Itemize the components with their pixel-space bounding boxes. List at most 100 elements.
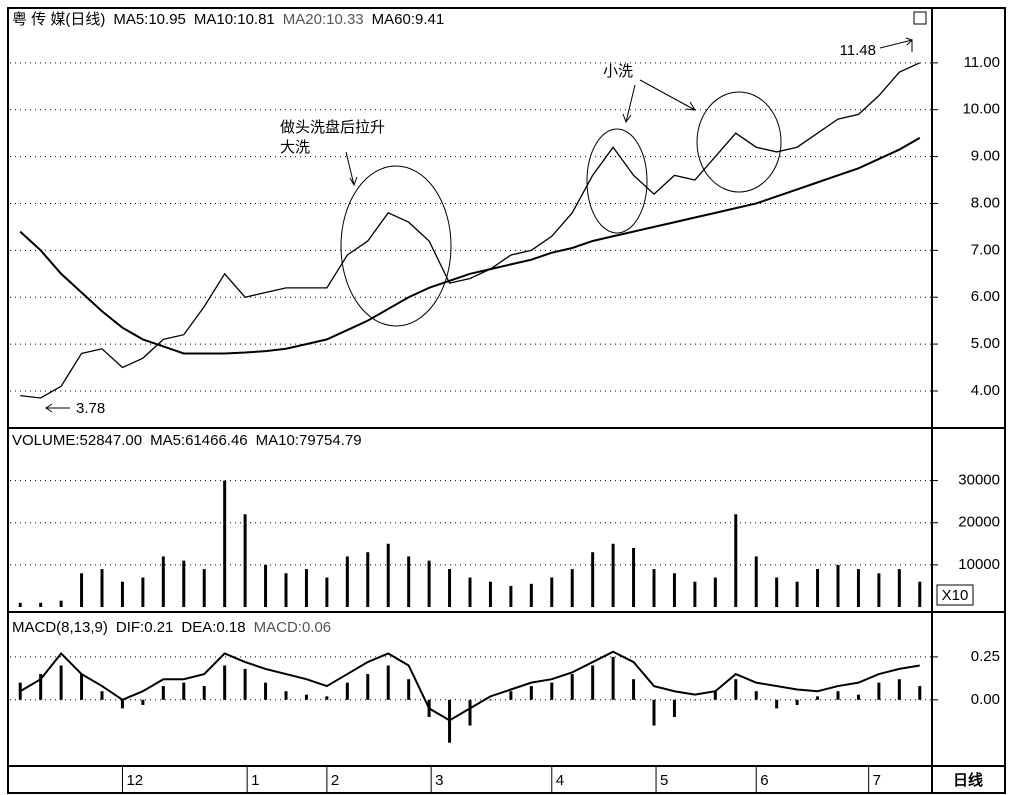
bar: [509, 691, 513, 700]
bar: [18, 682, 22, 700]
bar: [304, 694, 308, 700]
bar: [918, 581, 922, 607]
bar: [754, 556, 758, 607]
y-tick-label: 10000: [958, 556, 1000, 573]
y-tick-label: 7.00: [971, 241, 1000, 258]
bar: [141, 699, 145, 705]
annotation: 3.78: [76, 400, 105, 417]
bar: [325, 696, 329, 700]
y-tick-label: 20000: [958, 514, 1000, 531]
bar: [284, 691, 288, 700]
bar: [734, 679, 738, 700]
annotation: 大洗: [280, 139, 310, 156]
series-line: [20, 62, 921, 399]
bar: [468, 577, 472, 607]
bar: [836, 564, 840, 607]
bar: [243, 668, 247, 700]
title-part: DIF:0.21: [116, 619, 174, 636]
bar: [877, 573, 881, 607]
bar: [856, 569, 860, 607]
bar: [652, 699, 656, 726]
annotation: 11.48: [840, 42, 876, 59]
x-tick-label: 1: [251, 772, 259, 789]
bar: [611, 543, 615, 607]
bar: [632, 679, 636, 700]
bar: [632, 548, 636, 607]
bar: [202, 686, 206, 700]
title-part: MA5:61466.46: [150, 432, 248, 449]
annotation: 小洗: [603, 63, 633, 80]
bar: [161, 556, 165, 607]
bar: [59, 600, 63, 607]
x-tick-label: 12: [126, 772, 143, 789]
title-part: MA60:9.41: [372, 11, 445, 28]
period-label: 日线: [953, 771, 983, 789]
bar: [836, 691, 840, 700]
title-part: MA10:10.81: [194, 11, 275, 28]
bar: [488, 581, 492, 607]
bar: [182, 682, 186, 700]
bar: [366, 674, 370, 700]
bar: [39, 674, 43, 700]
bar: [120, 581, 124, 607]
bar: [264, 564, 268, 607]
bar: [816, 569, 820, 607]
bar: [345, 682, 349, 700]
panel-title: VOLUME:52847.00 MA5:61466.46 MA10:79754.79: [12, 432, 362, 449]
arrow: [45, 403, 70, 413]
bar: [120, 699, 124, 709]
bar: [775, 699, 779, 709]
bar: [509, 585, 513, 607]
annotation: 做头洗盘后拉升: [280, 118, 385, 136]
bar: [264, 682, 268, 700]
bar: [427, 560, 431, 607]
bar: [80, 573, 84, 607]
panel-title: MACD(8,13,9) DIF:0.21 DEA:0.18 MACD:0.06: [12, 619, 331, 636]
bar: [570, 569, 574, 607]
bar: [713, 691, 717, 700]
arrow: [345, 151, 358, 187]
bar: [529, 583, 533, 607]
bar: [795, 581, 799, 607]
unit-box: [936, 584, 974, 606]
bar: [182, 560, 186, 607]
highlight-ellipse: [586, 128, 648, 234]
y-tick-label: 6.00: [971, 288, 1000, 305]
x-tick-label: 5: [660, 772, 668, 789]
window-button[interactable]: [913, 11, 927, 25]
unit-label: X10: [942, 587, 969, 604]
title-part: MA20:10.33: [283, 11, 364, 28]
y-tick-label: 4.00: [971, 382, 1000, 399]
bar: [386, 665, 390, 700]
bar: [488, 699, 492, 701]
bar: [100, 569, 104, 607]
bar: [529, 686, 533, 700]
y-tick-label: 0.25: [971, 648, 1000, 665]
bar: [18, 602, 22, 607]
bar: [407, 679, 411, 700]
bar: [550, 577, 554, 607]
bar: [80, 674, 84, 700]
bar: [672, 573, 676, 607]
bar: [652, 569, 656, 607]
x-tick-label: 2: [331, 772, 339, 789]
y-tick-label: 10.00: [962, 101, 1000, 118]
bar: [100, 691, 104, 700]
x-tick-label: 4: [556, 772, 564, 789]
bar: [816, 696, 820, 700]
title-part: DEA:0.18: [181, 619, 245, 636]
arrow: [639, 79, 696, 111]
bar: [856, 694, 860, 700]
title-part: 粤 传 媒(日线): [12, 10, 105, 28]
highlight-ellipse: [340, 165, 452, 327]
x-tick-label: 6: [760, 772, 768, 789]
title-part: MACD(8,13,9): [12, 619, 108, 636]
bar: [591, 552, 595, 607]
bar: [693, 699, 697, 701]
series-line: [19, 650, 920, 722]
bar: [775, 577, 779, 607]
x-tick-label: 3: [435, 772, 443, 789]
title-part: MA5:10.95: [113, 11, 186, 28]
bar: [877, 682, 881, 700]
